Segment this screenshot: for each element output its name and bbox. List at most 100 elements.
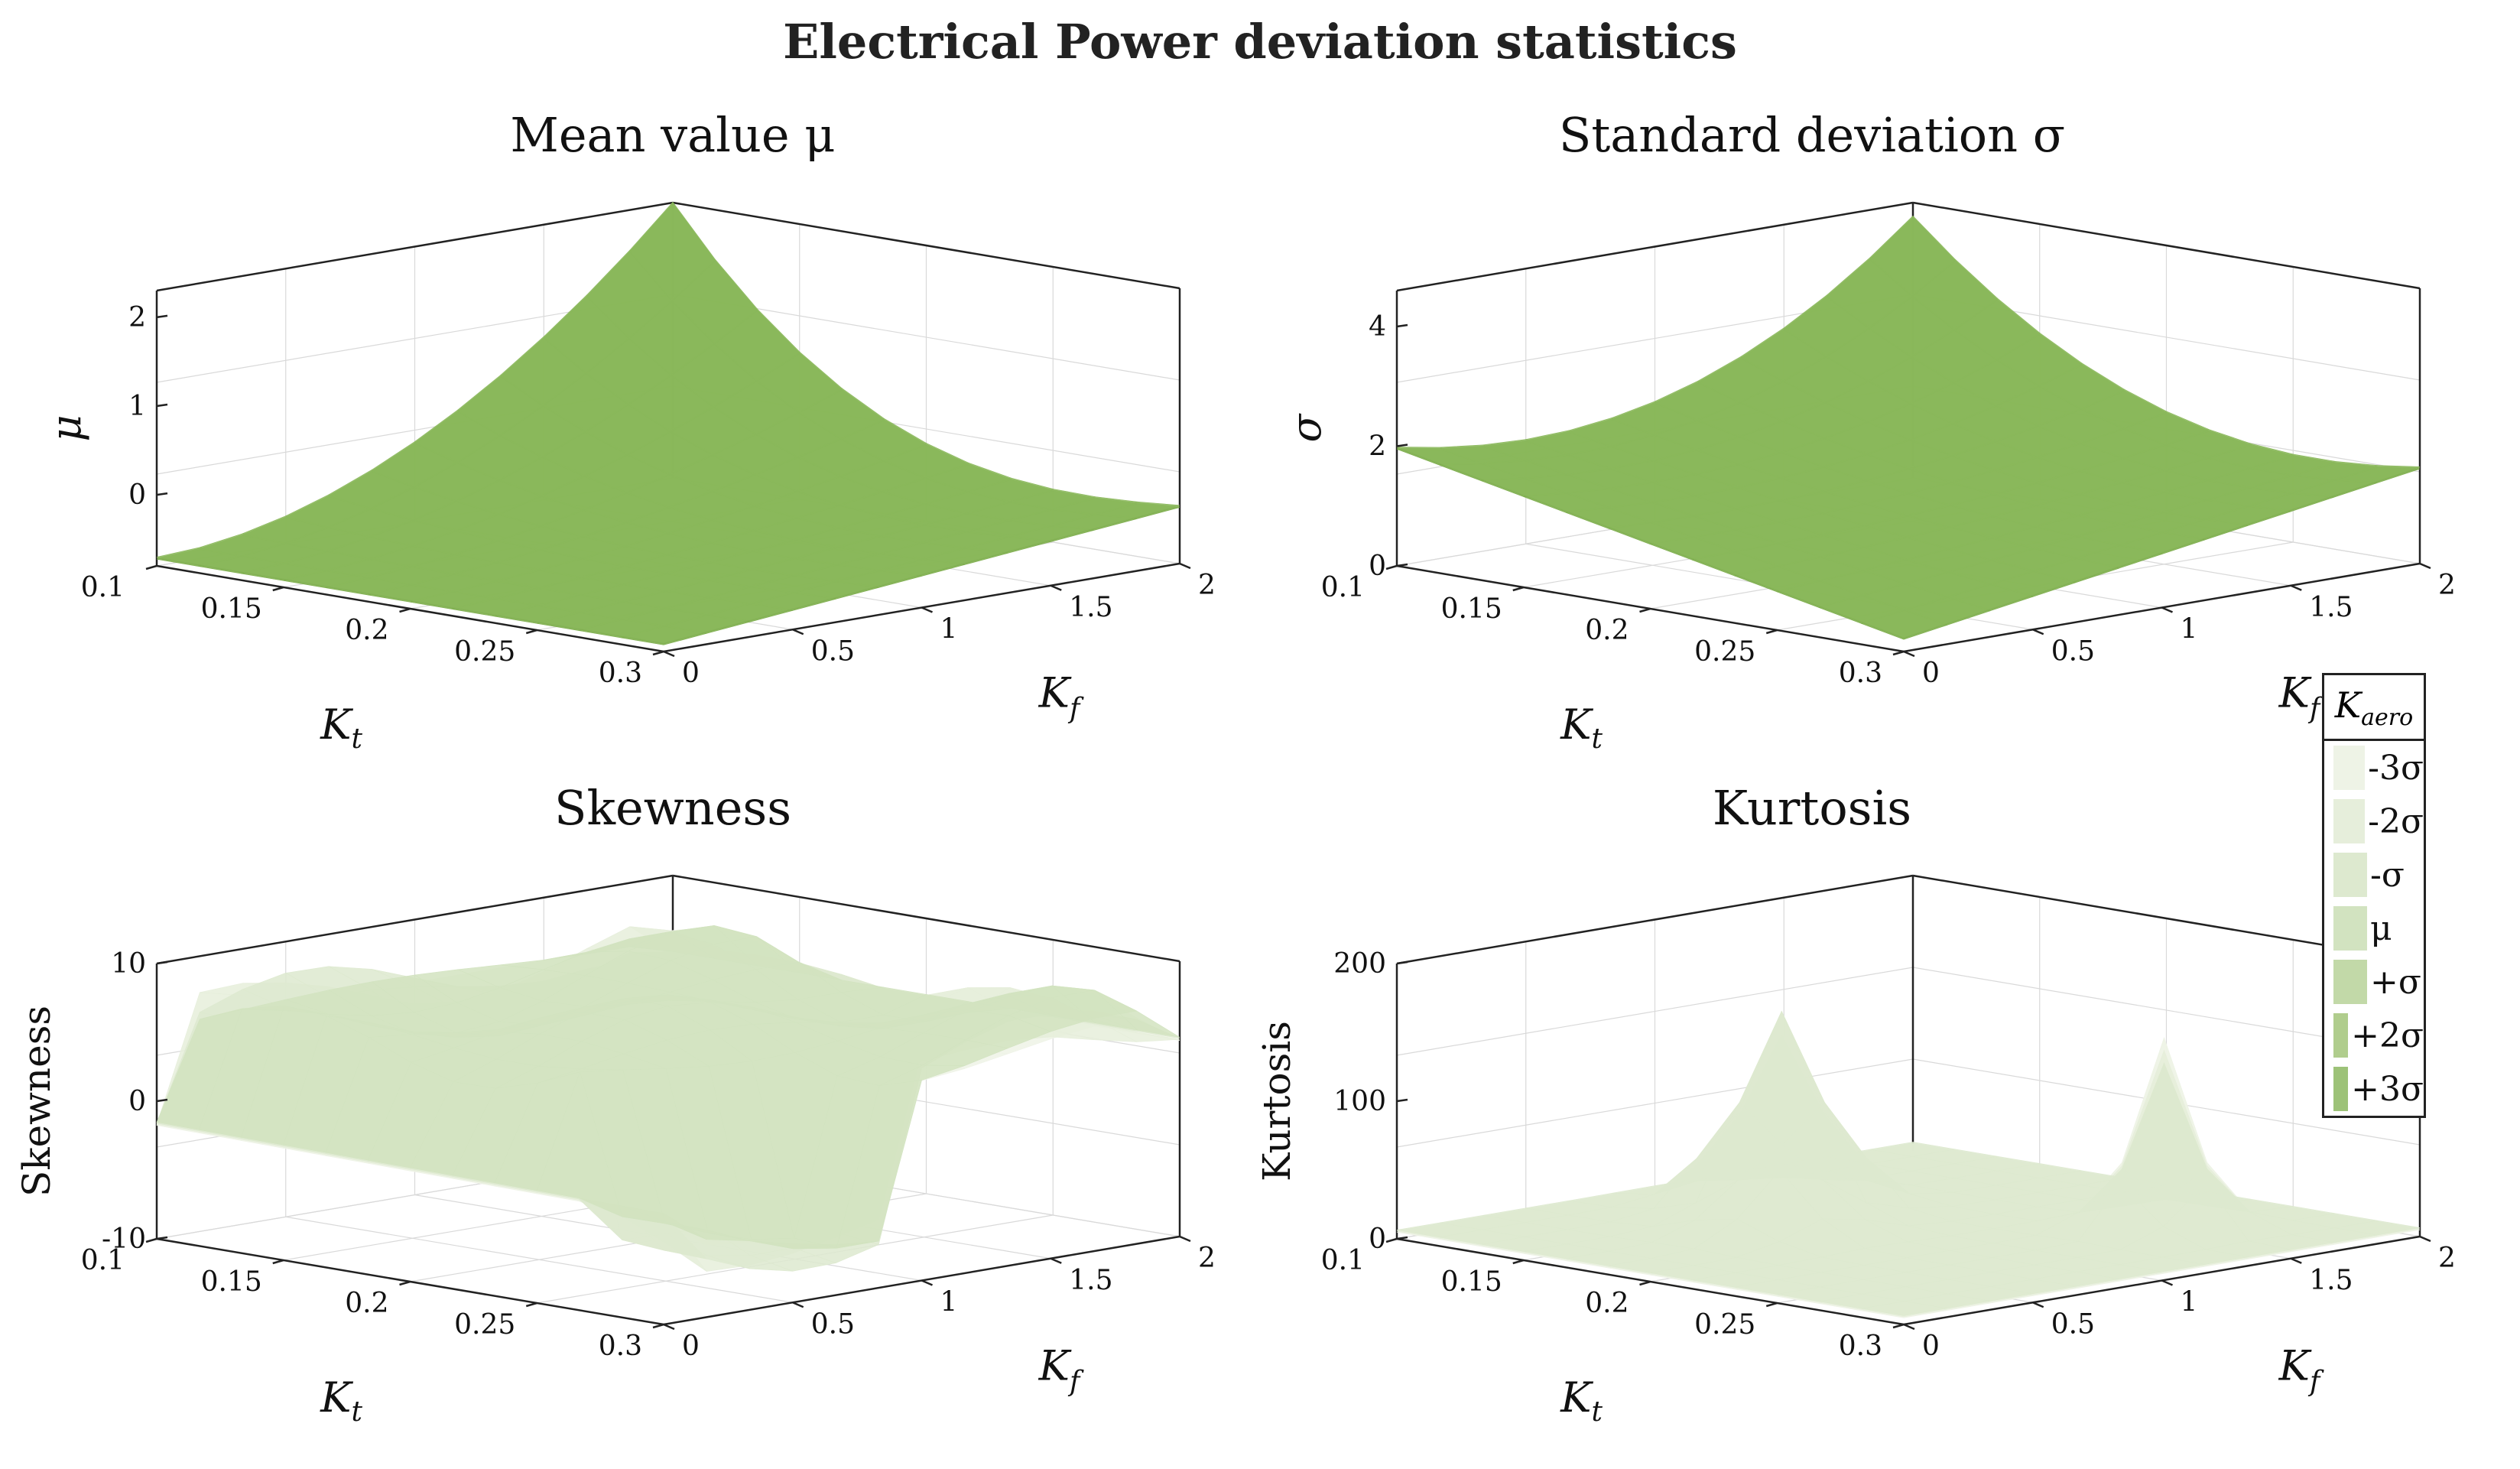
x-tick-label: 0.1 — [1321, 1245, 1365, 1276]
tick-mark — [921, 1279, 933, 1286]
legend-entries: -3σ -2σ -σ μ +σ +2σ +3σ — [2324, 741, 2424, 1116]
y-axis-label: Kf — [2278, 669, 2324, 725]
tick-mark — [399, 607, 411, 613]
x-tick-label: 0.3 — [599, 658, 642, 689]
legend-entry: +2σ — [2324, 1009, 2424, 1062]
tick-mark — [792, 629, 804, 635]
x-tick-label: 0.15 — [1441, 593, 1502, 625]
x-tick-label: 0.1 — [1321, 572, 1365, 603]
grid-line — [1396, 967, 1914, 1056]
tick-mark — [1396, 1098, 1408, 1103]
x-tick-label: 0.15 — [201, 1266, 262, 1298]
tick-mark — [1385, 564, 1398, 570]
y-tick-label: 2 — [2438, 570, 2456, 601]
tick-mark — [2161, 1279, 2173, 1286]
legend-label: -σ — [2370, 855, 2405, 895]
tick-labels: 0.1 0.15 0.2 0.25 0.3 0 0.5 1 1.5 2 0 100 200 Kt Kf Kur… — [1255, 948, 2456, 1428]
legend-entry: +σ — [2324, 955, 2424, 1009]
axis-line — [1396, 201, 1914, 292]
legend-label: -3σ — [2368, 748, 2424, 788]
y-tick-label: 0 — [682, 658, 700, 689]
x-tick-label: 0.3 — [599, 1331, 642, 1362]
y-tick-label: 1 — [2181, 614, 2198, 645]
tick-mark — [145, 1237, 158, 1243]
surface-2 — [156, 925, 1180, 1272]
tick-mark — [156, 492, 168, 496]
legend-swatch — [2333, 906, 2367, 951]
tick-mark — [1903, 1323, 1915, 1331]
tick-mark — [1765, 1302, 1778, 1308]
tick-mark — [792, 1302, 804, 1308]
x-tick-label: 0.25 — [1694, 636, 1755, 668]
axis-line — [672, 201, 1180, 290]
tick-mark — [1903, 650, 1915, 658]
legend-entry: +3σ — [2324, 1062, 2424, 1116]
grid-line — [1396, 1058, 1914, 1148]
y-tick-label: 0.5 — [2051, 635, 2095, 667]
axis-line — [156, 874, 674, 965]
tick-mark — [156, 1098, 168, 1103]
surface-1 — [1396, 215, 2421, 640]
surface-layer — [156, 925, 1180, 1250]
tick-mark — [1179, 562, 1191, 570]
y-tick-label: 1 — [940, 614, 958, 645]
y-tick-label: 1 — [2181, 1287, 2198, 1318]
panel-title-std: Standard deviation σ — [1558, 107, 2066, 163]
y-axis-label: Kf — [1038, 669, 1084, 725]
y-axis-label: Kf — [2278, 1342, 2324, 1398]
z-tick-label: -10 — [102, 1224, 146, 1255]
legend-swatch — [2333, 746, 2366, 791]
z-tick-label: 0 — [128, 1086, 146, 1117]
legend-label: +σ — [2370, 962, 2421, 1002]
z-axis-label: Kurtosis — [1255, 1021, 1299, 1181]
panel-title-mean: Mean value μ — [510, 107, 836, 163]
x-axis-label-sub: t — [351, 723, 362, 755]
x-axis-label: Kt — [320, 1373, 362, 1428]
x-tick-label: 0.25 — [1694, 1309, 1755, 1341]
tick-mark — [525, 629, 537, 635]
tick-labels: 0.1 0.15 0.2 0.25 0.3 0 0.5 1 1.5 2 -10 0 10 Kt Kf Skew… — [15, 948, 1216, 1428]
axis-line — [1396, 874, 1914, 965]
y-tick-label: 1 — [940, 1287, 958, 1318]
tick-mark — [2419, 1235, 2431, 1243]
tick-mark — [1396, 323, 1408, 328]
tick-mark — [1639, 1280, 1651, 1286]
figure-title: Electrical Power deviation statistics — [783, 14, 1737, 70]
z-axis-label: σ — [1282, 412, 1330, 442]
y-axis-label: Kf — [1038, 1342, 1084, 1398]
tick-mark — [2290, 584, 2302, 591]
tick-mark — [663, 650, 675, 658]
x-axis-label: Kt — [320, 700, 362, 755]
x-axis-label-sub: t — [1591, 723, 1603, 755]
y-tick-label: 2 — [1198, 1243, 1216, 1274]
legend-swatch — [2333, 799, 2366, 844]
axis-line — [1912, 201, 2421, 290]
y-tick-label: 1.5 — [2309, 592, 2353, 623]
tick-mark — [652, 1323, 664, 1329]
z-tick-label: 0 — [1369, 551, 1386, 582]
legend-entry: μ — [2324, 902, 2424, 955]
surface-patch — [156, 1008, 242, 1130]
x-tick-label: 0.3 — [1839, 1331, 1882, 1362]
y-tick-label: 0 — [1922, 1331, 1940, 1362]
y-tick-label: 1.5 — [1069, 592, 1112, 623]
legend-entry: -2σ — [2324, 795, 2424, 848]
surface-layer — [1396, 215, 2421, 638]
tick-mark — [652, 650, 664, 656]
legend-entry: -σ — [2324, 848, 2424, 902]
x-axis-label: Kt — [1560, 700, 1603, 755]
surface-patch — [1396, 1222, 1482, 1238]
tick-mark — [1892, 1323, 1905, 1329]
tick-mark — [1050, 584, 1062, 591]
x-axis-label-sub: t — [351, 1396, 362, 1428]
z-tick-label: 10 — [111, 948, 146, 980]
legend-title-sub: aero — [2361, 704, 2414, 732]
y-tick-label: 0.5 — [2051, 1308, 2095, 1340]
y-tick-label: 1.5 — [2309, 1265, 2353, 1296]
tick-mark — [145, 564, 158, 570]
tick-labels: 0.1 0.15 0.2 0.25 0.3 0 0.5 1 1.5 2 0 1 2 Kt Kf μ — [42, 302, 1216, 755]
tick-mark — [1396, 563, 1408, 567]
y-tick-label: 0.5 — [811, 635, 855, 667]
tick-mark — [1179, 1235, 1191, 1243]
